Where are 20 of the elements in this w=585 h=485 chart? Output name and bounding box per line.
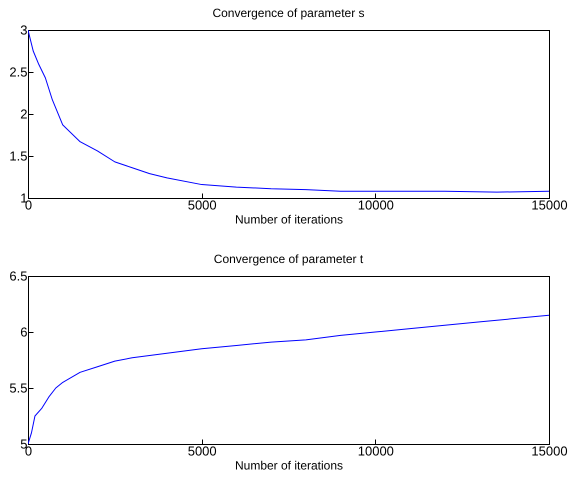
y-tick-label: 5.5 [9,380,28,396]
y-tick-label: 2 [20,106,28,122]
chart-title: Convergence of parameter s [212,6,365,20]
x-tick-label: 10000 [358,444,394,458]
y-tick-label: 1.5 [9,148,28,164]
x-tick-label: 0 [24,198,32,212]
line-series [28,30,549,193]
y-tick-label: 6.5 [9,268,28,284]
line-series [28,314,549,444]
y-tick-label: 6 [20,324,28,340]
x-tick-label: 5000 [188,444,217,458]
x-axis-title: Number of iterations [234,212,344,226]
y-tick-label: 3 [20,22,28,38]
y-tick-label: 2.5 [9,64,28,80]
x-tick-label: 10000 [358,198,394,212]
x-axis-title: Number of iterations [234,458,344,472]
x-tick-label: 5000 [188,198,217,212]
x-tick-label: 15000 [531,198,568,212]
x-tick-label: 15000 [531,444,568,458]
chart-title: Convergence of parameter t [214,252,364,266]
